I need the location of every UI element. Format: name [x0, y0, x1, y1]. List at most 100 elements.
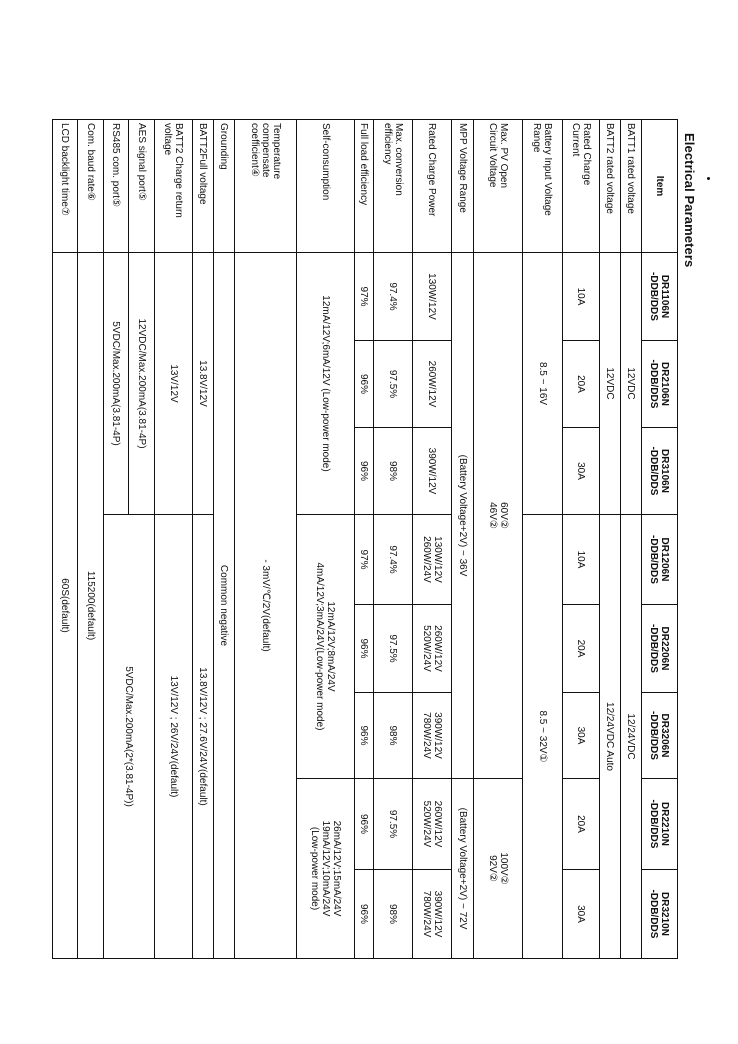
row-label: Battery Input Voltage Range: [522, 119, 563, 253]
value-cell: 390W/12V 780W/24V: [412, 869, 452, 959]
value-cell: 390W/12V: [412, 427, 452, 515]
row-label: BATT2 Charge return voltage: [154, 119, 193, 253]
value-cell: 96%: [354, 692, 374, 779]
table-row: AES signal port⑤ 12VDC/Max.200mA(3.81-4P)…: [103, 119, 155, 959]
value-cell: 60V② 46V②: [473, 252, 523, 779]
value-cell: 30A: [562, 869, 600, 959]
value-cell: 60S(default): [52, 252, 78, 959]
value-cell: 12mA/12V;8mA/24V 4mA/12V;3mA/24V(Low-pow…: [296, 514, 355, 779]
value-cell: 13.8V/12V: [192, 252, 214, 515]
table-row: Rated Charge Power 130W/12V 260W/12V 390W/1…: [412, 119, 452, 959]
value-cell: 115200(default): [77, 252, 104, 959]
value-cell: 98%: [373, 869, 413, 959]
row-label: LCD backlight time⑦: [52, 119, 78, 253]
table-row: BATT2 rated voltage 12VDC 12/24VDC Auto: [599, 119, 621, 959]
value-cell: 97.5%: [373, 778, 413, 870]
value-cell: 260W/12V: [412, 340, 452, 428]
row-label: BATT1 rated voltage: [620, 119, 642, 253]
header-row: Item DR1106N -DDB/DDS DR2106N -DDB/DDS DR31…: [641, 119, 678, 959]
value-cell: (Battery Voltage+2V) ~ 36V: [451, 252, 474, 779]
row-label: Com. baud rate⑥: [77, 119, 104, 253]
row-label: Rated Charge Current: [562, 119, 600, 253]
row-label: Full load efficiency: [354, 119, 374, 253]
table-row: Self-consumption 12mA/12V;6mA/12V (Low-po…: [296, 119, 355, 959]
header-model: DR1206N -DDB/DDS: [641, 514, 678, 605]
header-model: DR2206N -DDB/DDS: [641, 604, 678, 693]
value-cell: 260W/12V 520W/24V: [412, 778, 452, 870]
value-cell: 12VDC: [620, 252, 642, 515]
value-cell: 30A: [562, 692, 600, 779]
value-cell: 5VDC/Max.200mA(3.81-4P): [103, 252, 129, 515]
header-model: DR1106N -DDB/DDS: [641, 252, 678, 341]
value-cell: 30A: [562, 427, 600, 515]
value-cell: 13V/12V: [154, 252, 193, 515]
value-cell: 10A: [562, 252, 600, 341]
value-cell: 12VDC/Max.200mA(3.81-4P): [128, 252, 155, 515]
table-row: BATT2 Charge return voltage 13V/12V 13V/12…: [154, 119, 193, 959]
table-row: Full load efficiency 97% 96% 96% 97% 96% 96% 96…: [354, 119, 374, 959]
value-cell: 97.4%: [373, 252, 413, 341]
row-label: Grounding: [213, 119, 235, 253]
value-cell: 96%: [354, 427, 374, 515]
value-cell: 96%: [354, 340, 374, 428]
table-row: Max. conversion efficiency 97.4% 97.5% 98% 9…: [373, 119, 413, 959]
value-cell: 13.8V/12V ; 27.6V/24V(default): [192, 514, 214, 959]
value-cell: 12mA/12V;6mA/12V (Low-power mode): [296, 252, 355, 515]
header-model: DR2106N -DDB/DDS: [641, 340, 678, 428]
value-cell: 97.4%: [373, 514, 413, 605]
row-label: AES signal port⑤: [128, 119, 155, 253]
value-cell: 260W/12V 520W/24V: [412, 604, 452, 693]
table-row: Grounding Common negative: [213, 119, 235, 959]
value-cell: 390W/12V 780W/24V: [412, 692, 452, 779]
row-label: Self-consumption: [296, 119, 355, 253]
value-cell: 26mA/12V;15mA/24V 19mA/12V;10mA/24V (Low…: [296, 778, 355, 959]
value-cell: 130W/12V: [412, 252, 452, 341]
value-cell: 10A: [562, 514, 600, 605]
row-label: MPP Voltage Range: [451, 119, 474, 253]
row-label: BATT2Full voltage: [192, 119, 214, 253]
value-cell: 13V/12V ; 26V/24V(default): [154, 514, 193, 959]
row-label: Rated Charge Power: [412, 119, 452, 253]
table-row: Com. baud rate⑥ 115200(default): [77, 119, 104, 959]
header-item: Item: [641, 119, 678, 253]
value-cell: 20A: [562, 778, 600, 870]
table-row: Temperature compensate coefficient④ - 3mV…: [234, 119, 297, 959]
value-cell: 97%: [354, 514, 374, 605]
table-row: Rated Charge Current 10A 20A 30A 10A 20A 30A 20…: [562, 119, 600, 959]
value-cell: 98%: [373, 427, 413, 515]
row-label: Max. conversion efficiency: [373, 119, 413, 253]
electrical-parameters-table: Item DR1106N -DDB/DDS DR2106N -DDB/DDS DR31…: [52, 119, 678, 959]
value-cell: 97.5%: [373, 604, 413, 693]
value-cell: 12/24VDC: [620, 514, 642, 959]
value-cell: 130W/12V 260W/24V: [412, 514, 452, 605]
value-cell: (Battery Voltage+2V) ~ 72V: [451, 778, 474, 959]
row-label: Temperature compensate coefficient④: [234, 119, 297, 253]
table-row: BATT1 rated voltage 12VDC 12/24VDC: [620, 119, 642, 959]
header-model: DR3210N -DDB/DDS: [641, 869, 678, 959]
value-cell: 96%: [354, 869, 374, 959]
value-cell: 8.5 ~ 16V: [522, 252, 563, 515]
value-cell: 12VDC: [599, 252, 621, 515]
value-cell: 12/24VDC Auto: [599, 514, 621, 959]
value-cell: 100V② 92V②: [473, 778, 523, 959]
value-cell: 5VDC/Max.200mA(2*(3.81-4P)): [103, 514, 155, 959]
value-cell: - 3mV/℃/2V(default): [234, 252, 297, 959]
header-model: DR3206N -DDB/DDS: [641, 692, 678, 779]
table-row: Max. PV Open Circuit Voltage 60V② 46V② 100…: [473, 119, 523, 959]
row-label: RS485 com. port⑤: [103, 119, 129, 253]
row-label: Max. PV Open Circuit Voltage: [473, 119, 523, 253]
value-cell: Common negative: [213, 252, 235, 959]
table-row: BATT2Full voltage 13.8V/12V 13.8V/12V ; 27…: [192, 119, 214, 959]
value-cell: 20A: [562, 604, 600, 693]
value-cell: 96%: [354, 604, 374, 693]
value-cell: 97%: [354, 252, 374, 341]
row-label: BATT2 rated voltage: [599, 119, 621, 253]
table-row: MPP Voltage Range (Battery Voltage+2V) ~ …: [451, 119, 474, 959]
value-cell: 20A: [562, 340, 600, 428]
bullet-dot: [707, 177, 710, 180]
section-title: Electrical Parameters: [682, 133, 697, 268]
header-model: DR3106N -DDB/DDS: [641, 427, 678, 515]
table-row: Battery Input Voltage Range 8.5 ~ 16V 8.5 …: [522, 119, 563, 959]
header-model: DR2210N -DDB/DDS: [641, 778, 678, 870]
